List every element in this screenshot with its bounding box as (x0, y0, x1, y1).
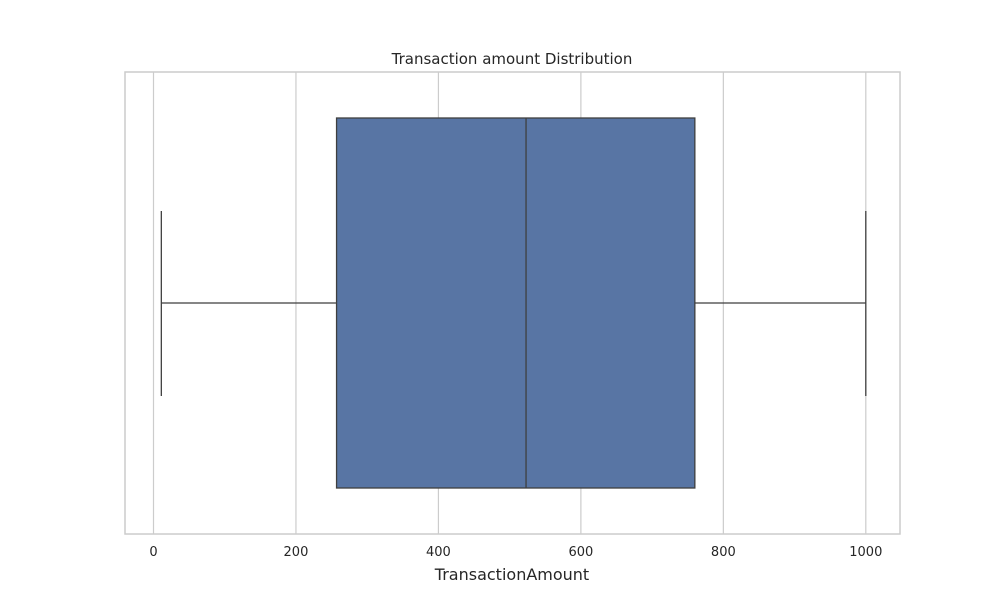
x-tick-label: 400 (426, 545, 451, 560)
x-tick-label: 600 (568, 545, 593, 560)
plot-frame (124, 71, 901, 535)
chart-title: Transaction amount Distribution (391, 50, 633, 68)
interquartile-box (335, 117, 696, 489)
box-group (160, 117, 867, 489)
x-tick-labels: 0 200 400 600 800 1000 (149, 545, 882, 560)
x-axis-label: TransactionAmount (434, 565, 589, 584)
x-tick-label: 800 (711, 545, 736, 560)
x-tick-label: 0 (149, 545, 157, 560)
x-tick-label: 200 (284, 545, 309, 560)
x-tick-label: 1000 (849, 545, 882, 560)
